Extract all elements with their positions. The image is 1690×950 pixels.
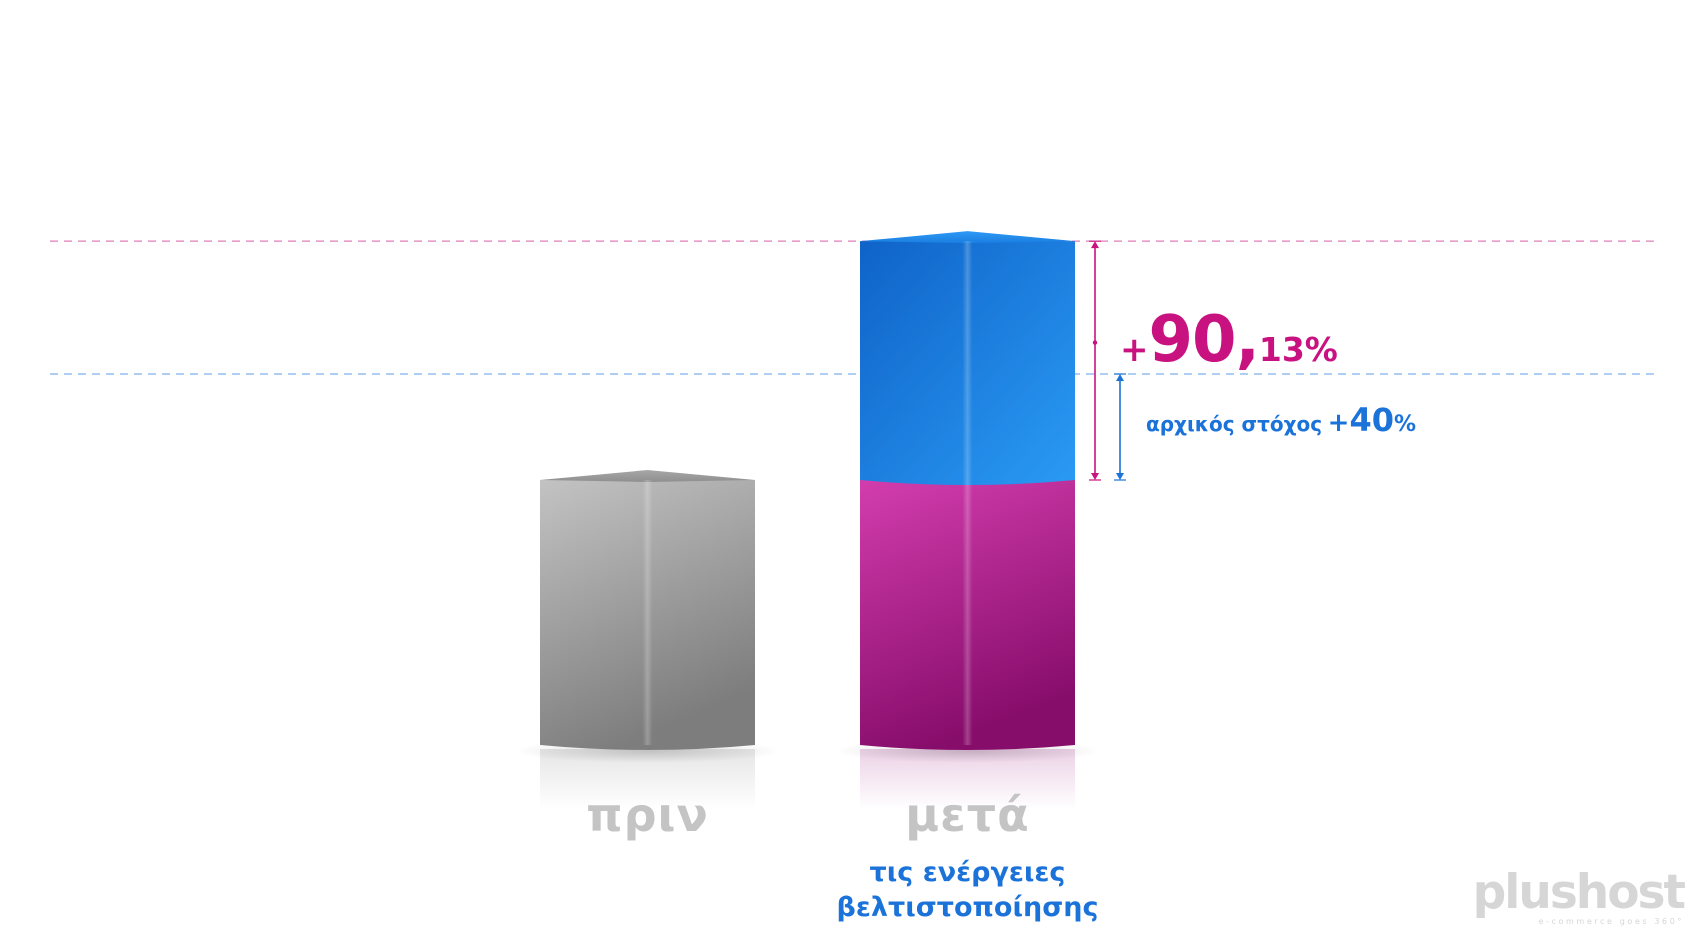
bar-edge-highlight xyxy=(642,480,653,745)
bar-edge-highlight xyxy=(962,241,973,745)
bars xyxy=(514,231,1101,809)
bar-after xyxy=(834,231,1101,809)
total-increase-integer: 90, xyxy=(1148,302,1260,377)
initial-target-arrow xyxy=(1114,373,1126,481)
total-increase-decimal: 13% xyxy=(1258,329,1338,369)
total-increase-arrow xyxy=(1089,240,1101,481)
bar-top-face xyxy=(540,470,755,482)
bar-before xyxy=(514,470,781,809)
total-increase-marker xyxy=(1092,340,1098,345)
category-label-before: πριν xyxy=(586,788,709,842)
category-subtitle-line-1: τις ενέργειες xyxy=(869,857,1066,888)
total-increase-label: +90,13% xyxy=(1120,303,1338,377)
bar-reflection xyxy=(860,749,1075,809)
logo-word: plushost xyxy=(1472,865,1686,920)
bar-reflection xyxy=(540,749,755,809)
total-increase-plus: + xyxy=(1120,329,1149,370)
guide-lines xyxy=(50,240,1660,375)
initial-target-value: 40 xyxy=(1349,401,1394,439)
bar-top-face xyxy=(860,231,1075,244)
initial-target-plus: + xyxy=(1327,408,1350,438)
initial-target-label: αρχικός στόχος +40% xyxy=(1146,401,1416,439)
category-subtitle-line-2: βελτιστοποίησης xyxy=(836,892,1099,923)
category-subtitle-after: τις ενέργειες βελτιστοποίησης xyxy=(758,855,1178,925)
plushost-logo: plushost e-commerce goes 360° xyxy=(1472,865,1686,926)
initial-target-percent: % xyxy=(1394,412,1417,437)
annotation-arrows xyxy=(1089,240,1126,481)
logo-tagline: e-commerce goes 360° xyxy=(1538,917,1684,926)
grid-lines xyxy=(90,39,1620,737)
category-label-after: μετά xyxy=(905,788,1030,842)
initial-target-text: αρχικός στόχος xyxy=(1146,412,1323,436)
